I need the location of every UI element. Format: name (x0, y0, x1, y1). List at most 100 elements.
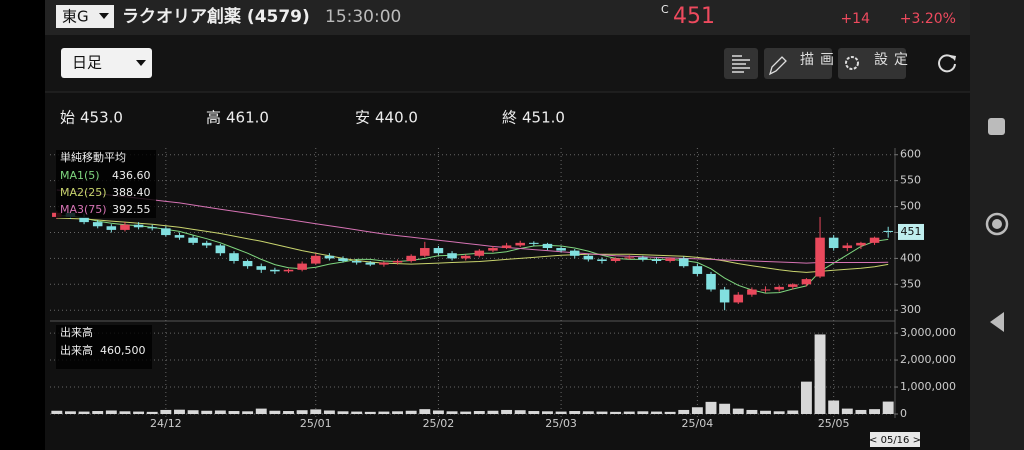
ohlc-label: 安 (355, 109, 370, 127)
volume-bar (174, 409, 185, 414)
candle-body (365, 262, 376, 265)
candle-body (379, 262, 389, 265)
volume-bar (446, 411, 458, 414)
y-tick-label: 500 (900, 200, 921, 213)
ohlc-label: 始 (60, 109, 75, 127)
candle-body (747, 289, 757, 295)
y-tick-label: 3,000,000 (900, 326, 956, 339)
candle-body (774, 286, 784, 290)
price-tag-label: 451 (901, 225, 922, 238)
candle-body (501, 245, 512, 249)
volume-value: 460,500 (100, 344, 146, 357)
volume-bar (814, 334, 826, 414)
candle-body (815, 237, 825, 277)
legend-title: 単純移動平均 (60, 150, 126, 164)
draw-label: 描画 (800, 52, 840, 68)
volume-bar (160, 409, 172, 414)
dropdown-arrow (136, 60, 146, 66)
volume-bar (255, 408, 267, 414)
candle-body (474, 250, 485, 256)
volume-bar (201, 410, 213, 414)
ohlc-value: 440.0 (375, 109, 418, 127)
y-tick-label: 0 (900, 407, 907, 420)
volume-bar (105, 410, 117, 414)
volume-bar (310, 409, 322, 414)
candle-body (79, 216, 89, 223)
candle-body (420, 248, 430, 256)
volume-bar (732, 408, 744, 414)
candle-body (229, 253, 239, 261)
volume-bar (869, 409, 881, 414)
candle-body (624, 257, 635, 259)
candle-body (351, 260, 362, 263)
volume-bar (351, 411, 363, 414)
ma-line (56, 189, 889, 264)
ma-line (56, 215, 889, 294)
refresh-icon[interactable] (938, 54, 956, 73)
volume-bar (514, 410, 526, 414)
y-tick-label: 350 (900, 277, 921, 290)
volume-bar (432, 410, 444, 414)
volume-bar (555, 411, 567, 414)
candle-body (338, 258, 348, 261)
legend-name: MA2(25) (60, 186, 107, 199)
ma-line (56, 217, 889, 273)
y-tick-label: 600 (900, 148, 921, 161)
candle-body (488, 248, 498, 251)
x-tick-label: 25/04 (682, 417, 714, 430)
y-tick-label: 2,000,000 (900, 353, 956, 366)
volume-bar (542, 411, 553, 414)
candle-body (515, 242, 525, 246)
nav-home[interactable] (985, 212, 1009, 236)
volume-bar (187, 410, 199, 414)
volume-bar (92, 411, 104, 414)
legend-box (56, 150, 156, 218)
volume-bar (746, 409, 758, 414)
candle-body (828, 237, 839, 249)
volume-bar (773, 411, 785, 414)
time: 15:30:00 (325, 7, 401, 27)
candle-body (447, 253, 457, 259)
candle-body (215, 245, 226, 254)
volume-bar (119, 411, 131, 414)
indicator-icon (732, 55, 750, 73)
candle-body (324, 255, 335, 259)
volume-bar (405, 410, 417, 414)
candle-body (760, 289, 771, 291)
volume-bar (691, 407, 703, 414)
volume-bar (133, 411, 145, 414)
settings-button[interactable] (838, 48, 906, 79)
candle-body (556, 248, 566, 251)
volume-bar (78, 411, 90, 414)
volume-bar (582, 411, 594, 414)
x-tick-label: 25/02 (423, 417, 455, 430)
volume-title: 出来高 (60, 325, 93, 339)
market-dropdown[interactable] (56, 5, 114, 28)
volume-bar (378, 411, 390, 414)
candle-body (678, 258, 689, 267)
candle-body (869, 237, 880, 243)
gear-icon (845, 56, 859, 70)
candle-body (392, 260, 403, 263)
volume-bar (760, 410, 771, 414)
volume-bar (787, 410, 799, 414)
draw-button[interactable] (764, 48, 832, 79)
y-tick-label: 550 (900, 174, 921, 187)
candle-body (583, 255, 594, 260)
candle-body (856, 242, 866, 246)
nav-recent[interactable] (988, 118, 1005, 135)
nav-back[interactable] (990, 312, 1004, 332)
volume-bar (296, 410, 308, 414)
candle-body (133, 224, 144, 228)
candle-body (433, 248, 444, 254)
period-dropdown[interactable] (61, 48, 152, 78)
candle-body (638, 257, 648, 260)
candle-body (297, 263, 307, 270)
candle-body (106, 226, 117, 230)
volume-bar (51, 410, 63, 414)
candle-body (719, 289, 730, 303)
volume-bar (64, 411, 76, 414)
candle-body (147, 227, 157, 229)
ohlc-label: 高 (206, 109, 221, 127)
